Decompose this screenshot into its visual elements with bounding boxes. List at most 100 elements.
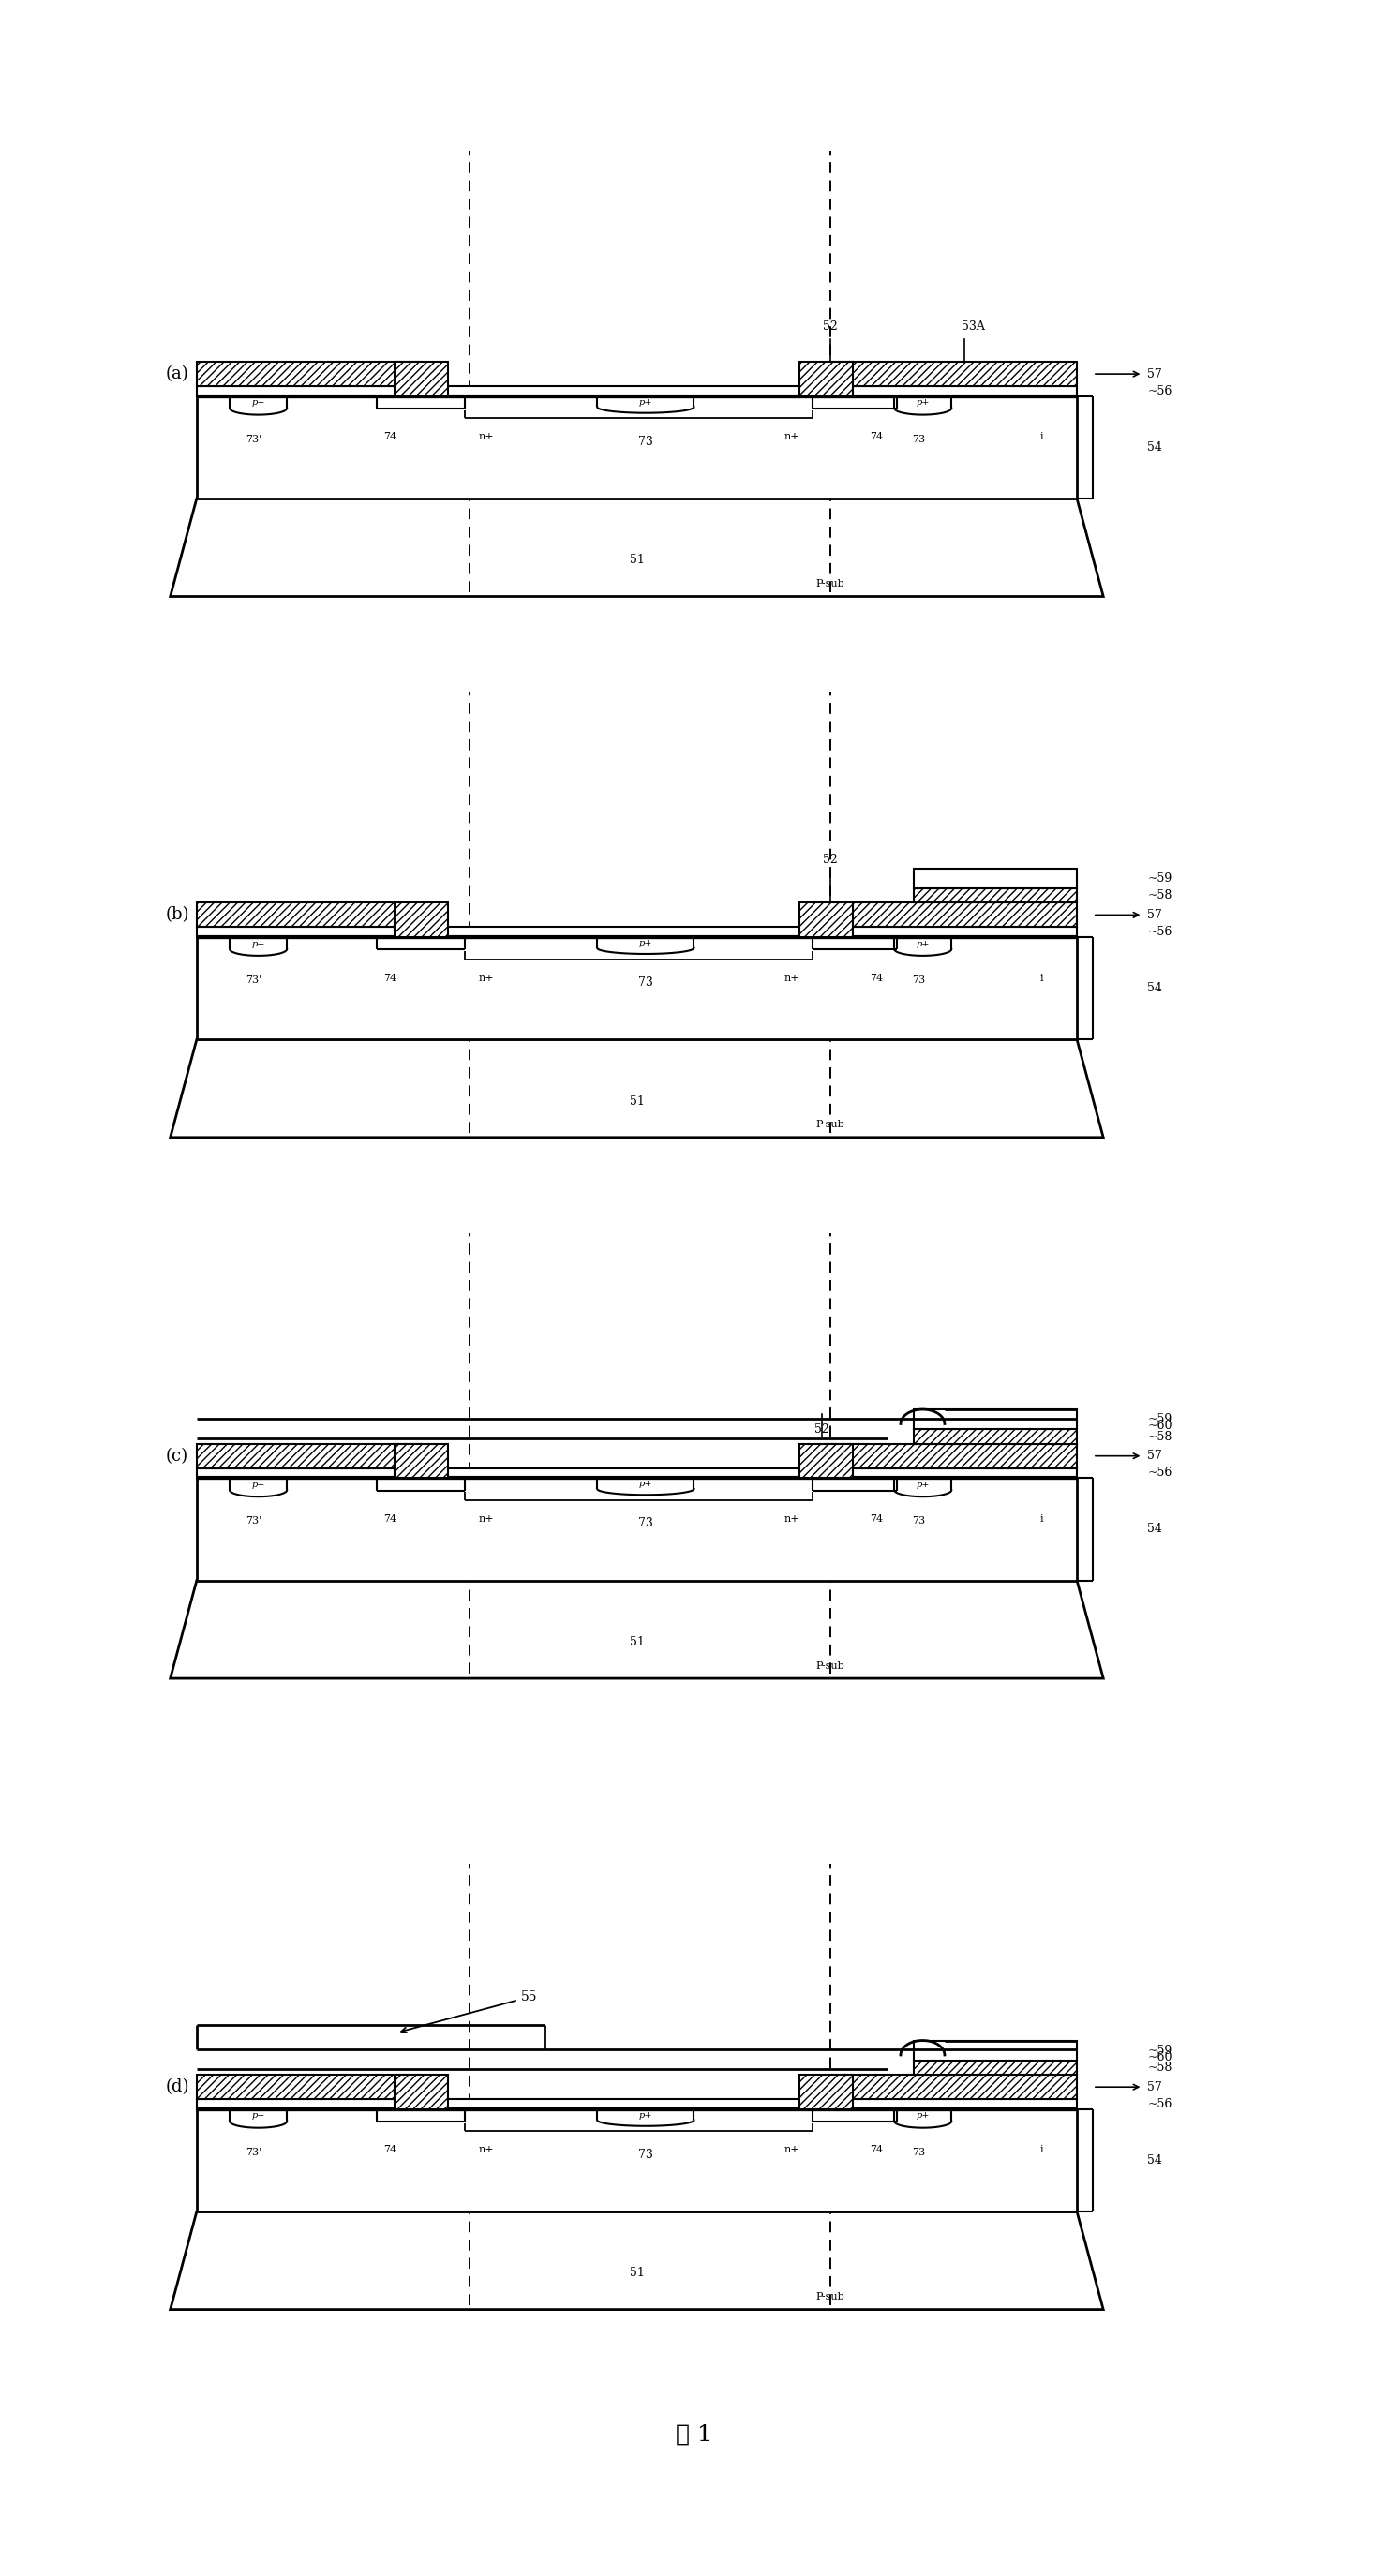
Text: 74: 74 [383,974,397,981]
Bar [913,889,1077,902]
Bar [394,902,447,938]
Text: n+: n+ [784,974,799,981]
Text: 57: 57 [1148,1450,1162,1463]
Text: 54: 54 [1148,1522,1162,1535]
Text: (d): (d) [167,2079,190,2094]
Text: p+: p+ [916,399,930,407]
Text: 73': 73' [246,2148,262,2156]
Bar [197,1468,1077,1479]
Text: 73: 73 [638,976,652,989]
Text: n+: n+ [479,974,494,981]
Text: 51: 51 [629,2267,644,2280]
Text: 74: 74 [383,1515,397,1522]
Text: 53A: 53A [960,319,984,332]
Text: ~56: ~56 [1148,2097,1171,2110]
Text: p+: p+ [916,1481,930,1489]
Text: i: i [1040,1515,1044,1522]
Bar [197,2099,1077,2110]
Bar [826,2074,1077,2099]
Bar [799,1443,852,1479]
Bar [197,361,421,386]
Text: 図 1: 図 1 [676,2424,712,2445]
Bar [197,927,1077,938]
Bar [913,868,1077,889]
Text: 52: 52 [823,853,838,866]
Text: 54: 54 [1148,440,1162,453]
Text: P-sub: P-sub [816,2293,845,2303]
Text: p+: p+ [638,399,652,407]
Text: 73: 73 [912,435,924,443]
Bar [913,2040,1077,2061]
Text: 73: 73 [912,976,924,984]
Text: 74: 74 [383,2146,397,2154]
Bar [394,361,447,397]
Text: n+: n+ [784,433,799,440]
Bar [826,1443,1077,1468]
Text: ~56: ~56 [1148,1466,1171,1479]
Text: 74: 74 [870,2146,883,2154]
Text: 73': 73' [246,1517,262,1525]
Polygon shape [197,2110,1077,2213]
Text: 73: 73 [638,2148,652,2161]
Text: n+: n+ [784,1515,799,1522]
Text: (a): (a) [167,366,189,381]
Text: 73': 73' [246,435,262,443]
Text: 57: 57 [1148,909,1162,922]
Text: i: i [1040,974,1044,981]
Text: ~60: ~60 [1148,2050,1171,2063]
Text: 74: 74 [383,433,397,440]
Text: p+: p+ [251,2112,265,2120]
Text: P-sub: P-sub [816,1121,845,1131]
Text: ~59: ~59 [1148,2045,1171,2056]
Text: 51: 51 [629,1636,644,1649]
Bar [826,361,1077,386]
Text: ~58: ~58 [1148,2061,1171,2074]
Text: p+: p+ [251,1481,265,1489]
Text: n+: n+ [784,2146,799,2154]
Polygon shape [171,1582,1103,1680]
Text: p+: p+ [251,399,265,407]
Text: p+: p+ [638,2112,652,2120]
Text: 73: 73 [912,1517,924,1525]
Text: p+: p+ [638,1481,652,1489]
Bar [799,361,852,397]
Bar [799,902,852,938]
Text: 74: 74 [870,974,883,981]
Text: (c): (c) [167,1448,189,1463]
Text: ~59: ~59 [1148,873,1171,884]
Text: 52: 52 [823,319,838,332]
Text: P-sub: P-sub [816,1662,845,1672]
Text: P-sub: P-sub [816,580,845,590]
Polygon shape [171,2213,1103,2311]
Text: p+: p+ [638,940,652,948]
Bar [913,1430,1077,1443]
Polygon shape [171,1041,1103,1139]
Text: ~59: ~59 [1148,1414,1171,1425]
Text: 73: 73 [912,2148,924,2156]
Bar [394,2074,447,2110]
Bar [826,902,1077,927]
Text: 54: 54 [1148,2154,1162,2166]
Bar [913,1409,1077,1430]
Text: ~56: ~56 [1148,384,1171,397]
Text: p+: p+ [916,940,930,948]
Bar [197,2074,421,2099]
Bar [394,1443,447,1479]
Bar [799,2074,852,2110]
Polygon shape [197,1479,1077,1582]
Text: i: i [1040,433,1044,440]
Text: 57: 57 [1148,368,1162,381]
Text: 73: 73 [638,435,652,448]
Text: ~56: ~56 [1148,925,1171,938]
Text: ~58: ~58 [1148,1430,1171,1443]
Polygon shape [171,500,1103,598]
Text: 51: 51 [629,554,644,567]
Text: 52: 52 [815,1425,829,1435]
Text: n+: n+ [479,1515,494,1522]
Text: 74: 74 [870,433,883,440]
Text: n+: n+ [479,2146,494,2154]
Text: 54: 54 [1148,981,1162,994]
Bar [197,1443,421,1468]
Text: 55: 55 [401,1991,537,2032]
Text: 74: 74 [870,1515,883,1522]
